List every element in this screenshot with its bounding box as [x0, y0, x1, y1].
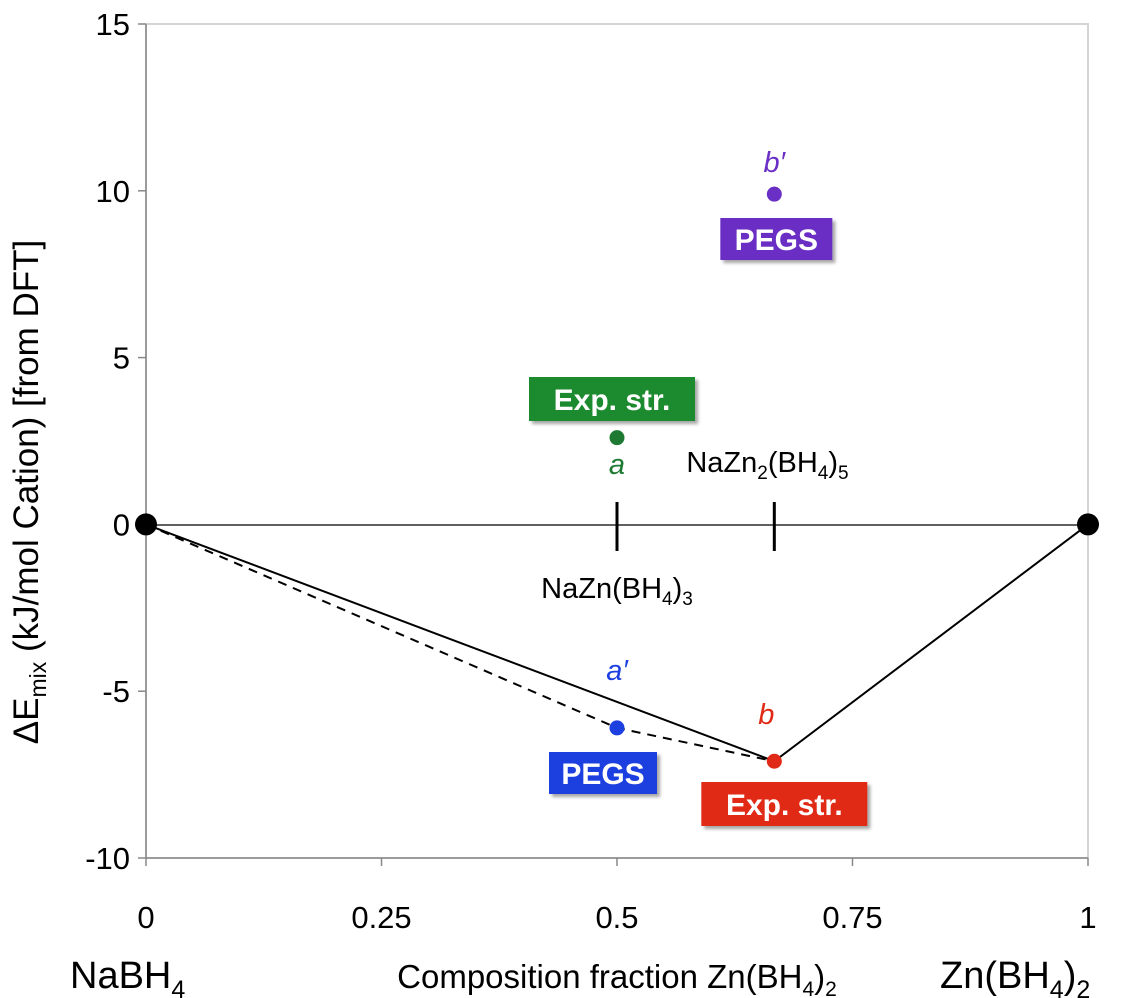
compound-markers: NaZn(BH4​)3​ NaZn2​(BH4​)5​ [541, 447, 848, 610]
data-point [766, 186, 782, 202]
x-tick-label: 0.25 [351, 900, 411, 935]
x-tick-label: 0.75 [822, 900, 882, 935]
x-end-label-right: Zn(BH4​)2​ [940, 955, 1090, 998]
x-tick-label: 1 [1079, 900, 1096, 935]
point-label: a′ [606, 655, 629, 687]
y-tick-label: 15 [96, 7, 130, 42]
x-tick-label: 0 [137, 900, 154, 935]
structure-tag-box [701, 782, 868, 826]
endpoint-marker [135, 513, 157, 536]
data-points: Exp. str. a PEGS b′ PEGS a′ Exp. str. b [135, 147, 1099, 826]
y-tick-label: 5 [113, 341, 130, 376]
y-tick-label: -5 [102, 674, 130, 709]
ticks: -10 -5 0 5 10 15 0 0.25 0.5 0.75 1 [85, 7, 1096, 935]
point-label: a [609, 449, 625, 481]
structure-tag-label: Exp. str. [554, 384, 671, 417]
structure-tag-box [720, 218, 833, 260]
compound-label: NaZn2​(BH4​)5​ [686, 447, 848, 484]
y-tick-label: 0 [113, 507, 130, 542]
structure-tag-box [549, 752, 657, 794]
y-axis-title: ΔEmix (kJ/mol Cation) [from DFT] [7, 240, 51, 745]
y-tick-label: -10 [85, 841, 130, 876]
structure-tag-label: Exp. str. [726, 789, 843, 822]
point-label: b′ [764, 147, 787, 179]
data-point [766, 753, 782, 769]
x-end-label-left: NaBH4​ [70, 955, 185, 998]
structure-tag-label: PEGS [561, 758, 644, 791]
y-tick-label: 10 [96, 174, 130, 209]
data-point [609, 720, 625, 736]
endpoint-marker [1077, 513, 1099, 536]
axis-labels: ΔEmix (kJ/mol Cation) [from DFT] Composit… [7, 240, 1090, 998]
x-tick-label: 0.5 [595, 900, 638, 935]
x-axis-title: Composition fraction Zn(BH4​)2​ [397, 958, 837, 998]
point-label: b [758, 699, 774, 731]
structure-tag-box [529, 377, 695, 421]
compound-label: NaZn(BH4​)3​ [541, 573, 693, 610]
data-point [609, 430, 625, 446]
structure-tag-label: PEGS [735, 224, 818, 257]
